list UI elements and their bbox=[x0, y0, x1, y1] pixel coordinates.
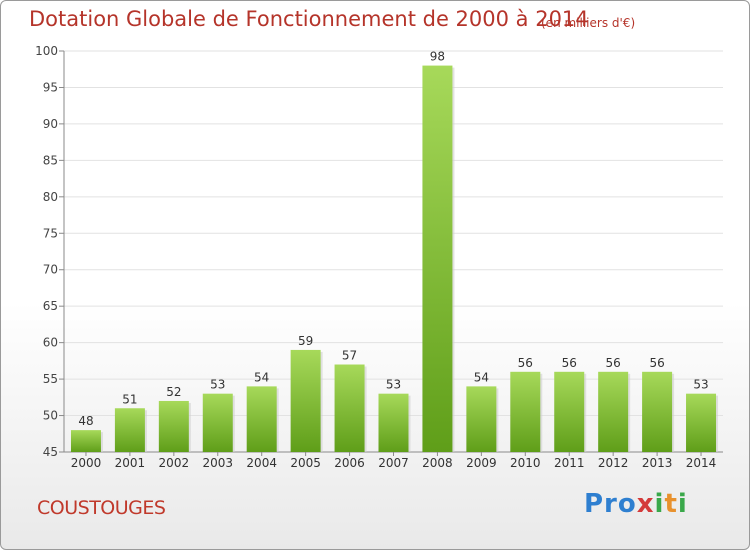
y-tick-label: 70 bbox=[43, 263, 58, 277]
data-label: 56 bbox=[518, 356, 533, 370]
data-label: 56 bbox=[606, 356, 621, 370]
data-label: 98 bbox=[430, 50, 445, 64]
bar bbox=[246, 386, 277, 452]
bar bbox=[334, 364, 365, 452]
bar bbox=[598, 371, 629, 452]
y-tick-label: 50 bbox=[43, 409, 58, 423]
commune-name: COUSTOUGES bbox=[37, 497, 166, 519]
chart-title: Dotation Globale de Fonctionnement de 20… bbox=[29, 7, 589, 31]
data-label: 51 bbox=[122, 392, 137, 406]
data-label: 52 bbox=[166, 385, 181, 399]
data-label: 53 bbox=[386, 378, 401, 392]
x-tick-label: 2006 bbox=[334, 456, 365, 470]
y-tick-label: 75 bbox=[43, 226, 58, 240]
x-tick-label: 2008 bbox=[422, 456, 453, 470]
x-tick-label: 2001 bbox=[115, 456, 146, 470]
x-tick-label: 2003 bbox=[202, 456, 233, 470]
data-label: 54 bbox=[254, 370, 269, 384]
bar bbox=[202, 393, 233, 452]
y-tick-label: 90 bbox=[43, 117, 58, 131]
data-label: 59 bbox=[298, 334, 313, 348]
data-label: 57 bbox=[342, 349, 357, 363]
x-tick-label: 2004 bbox=[246, 456, 277, 470]
data-label: 56 bbox=[649, 356, 664, 370]
y-tick-label: 45 bbox=[43, 445, 58, 459]
bar bbox=[510, 371, 541, 452]
data-label: 53 bbox=[693, 378, 708, 392]
bar bbox=[70, 430, 101, 452]
x-tick-label: 2009 bbox=[466, 456, 497, 470]
y-tick-label: 85 bbox=[43, 153, 58, 167]
x-tick-label: 2012 bbox=[598, 456, 629, 470]
bar bbox=[290, 349, 321, 452]
proxiti-logo[interactable]: Proxiti bbox=[584, 489, 688, 519]
y-tick-label: 60 bbox=[43, 336, 58, 350]
y-tick-label: 95 bbox=[43, 80, 58, 94]
y-tick-label: 65 bbox=[43, 299, 58, 313]
y-tick-label: 100 bbox=[35, 44, 58, 58]
data-label: 48 bbox=[78, 414, 93, 428]
x-tick-label: 2000 bbox=[71, 456, 102, 470]
data-label: 54 bbox=[474, 370, 489, 384]
bar bbox=[378, 393, 409, 452]
bar bbox=[686, 393, 717, 452]
y-tick-label: 80 bbox=[43, 190, 58, 204]
x-tick-label: 2002 bbox=[159, 456, 190, 470]
data-label: 56 bbox=[562, 356, 577, 370]
data-label: 53 bbox=[210, 378, 225, 392]
x-tick-label: 2014 bbox=[686, 456, 717, 470]
x-tick-label: 2010 bbox=[510, 456, 541, 470]
bar bbox=[158, 400, 189, 452]
bar bbox=[554, 371, 585, 452]
x-tick-label: 2011 bbox=[554, 456, 585, 470]
bar bbox=[422, 65, 453, 452]
x-tick-label: 2005 bbox=[290, 456, 321, 470]
bar bbox=[114, 408, 145, 452]
bar bbox=[642, 371, 673, 452]
bar bbox=[466, 386, 497, 452]
y-tick-label: 55 bbox=[43, 372, 58, 386]
chart-subtitle: (en milliers d'€) bbox=[541, 16, 636, 30]
x-tick-label: 2007 bbox=[378, 456, 409, 470]
x-tick-label: 2013 bbox=[642, 456, 673, 470]
